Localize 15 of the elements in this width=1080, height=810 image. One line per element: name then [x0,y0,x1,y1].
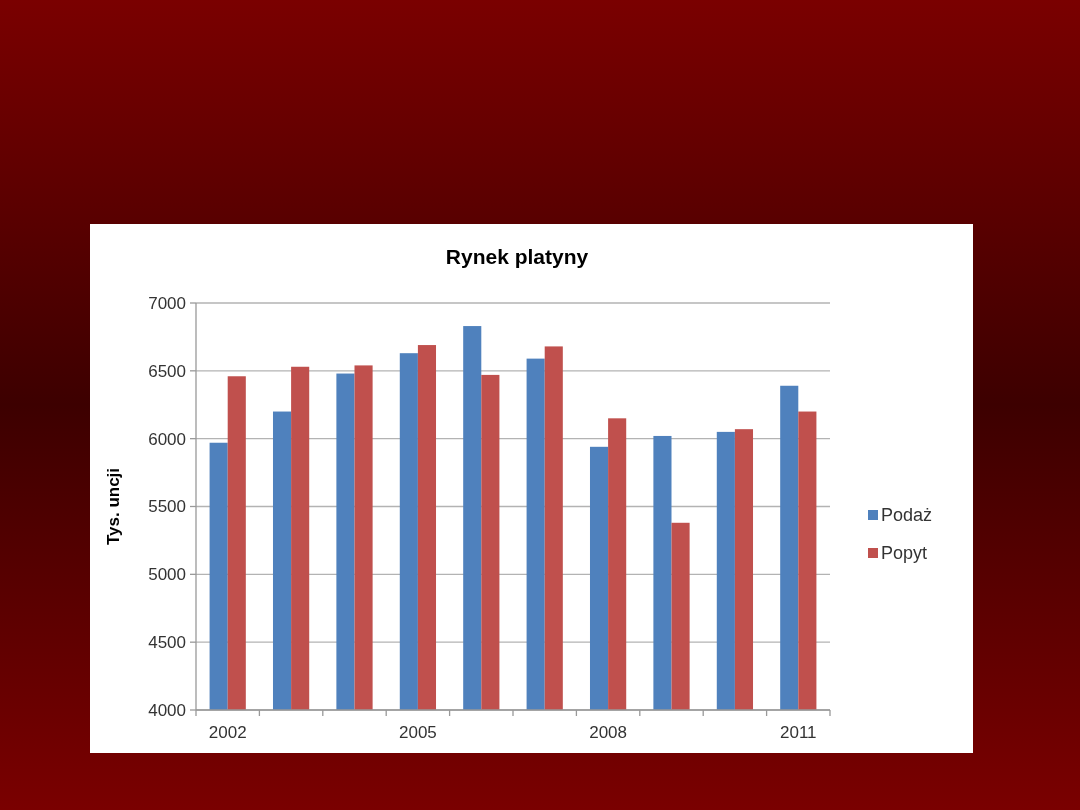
legend-label: Popyt [881,543,928,564]
x-tick-label: 2005 [398,723,437,742]
y-tick-label: 4000 [148,700,186,720]
x-tick-label: 2002 [208,723,247,742]
x-tick-label: 2011 [780,723,817,742]
y-tick-label: 6000 [148,429,186,449]
y-tick-label: 5500 [148,497,186,517]
y-axis-title: Tys. uncji [104,467,123,546]
y-tick-label: 7000 [148,293,186,313]
legend-label: Podaż [881,505,933,526]
y-tick-label: 4500 [148,633,186,653]
y-tick-label: 5000 [148,565,186,585]
chart-title: Rynek platyny [445,245,589,268]
y-tick-label: 6500 [148,361,186,381]
x-tick-label: 2008 [589,723,628,742]
